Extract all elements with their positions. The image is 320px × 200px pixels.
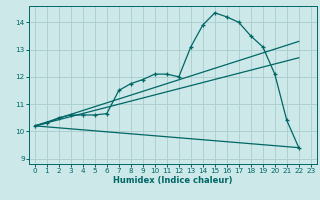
X-axis label: Humidex (Indice chaleur): Humidex (Indice chaleur) xyxy=(113,176,233,185)
